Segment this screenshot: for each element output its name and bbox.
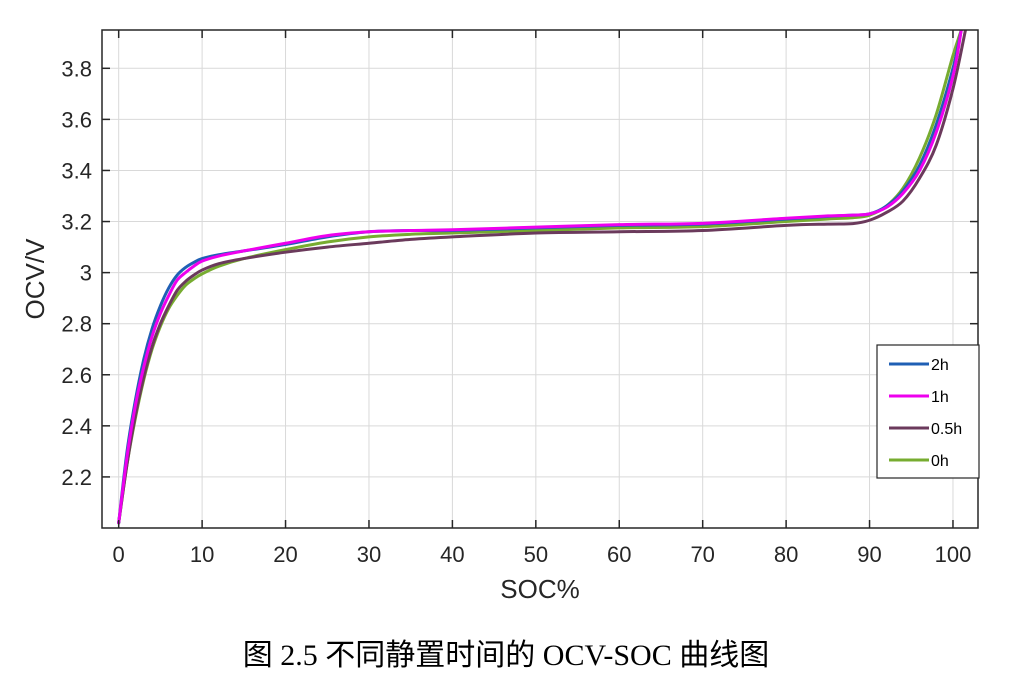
legend-box [876,344,980,479]
x-tick-label: 20 [273,542,297,567]
legend-label: 0.5h [931,421,962,438]
x-tick-label: 60 [607,542,631,567]
x-tick-label: 30 [357,542,381,567]
y-tick-label: 3.8 [61,56,92,81]
legend: 2h 1h 0.5h 0h [876,344,980,479]
y-tick-label: 2.4 [61,414,92,439]
y-tick-label: 3.2 [61,210,92,235]
y-tick-label: 3 [80,261,92,286]
axis-ticks [102,30,978,528]
x-tick-label: 50 [524,542,548,567]
x-tick-label: 80 [774,542,798,567]
series-lines [117,30,967,525]
x-tick-label: 0 [113,542,125,567]
y-tick-label: 2.2 [61,465,92,490]
series-line-0h [117,30,963,525]
y-tick-label: 3.4 [61,158,92,183]
x-tick-label: 90 [857,542,881,567]
grid-lines [102,30,978,528]
plot-frame [101,29,979,529]
series-line-2h [117,30,963,525]
x-tick-label: 40 [440,542,464,567]
legend-label: 0h [931,453,949,470]
y-tick-label: 2.8 [61,312,92,337]
y-tick-label: 3.6 [61,107,92,132]
x-tick-label: 70 [690,542,714,567]
x-tick-label: 10 [190,542,214,567]
x-tick-label: 100 [935,542,972,567]
x-axis-label: SOC% [500,574,579,604]
y-tick-label: 2.6 [61,363,92,388]
legend-label: 1h [931,389,949,406]
series-line-0.5h [117,30,967,525]
tick-labels: 0 10 20 30 40 50 60 70 80 90 100 2.2 2.4 2.6 2.8 3 3.2 3.… [61,56,971,567]
legend-label: 2h [931,357,949,374]
figure-caption: 图 2.5 不同静置时间的 OCV-SOC 曲线图 [242,639,770,672]
series-line-1h [117,30,963,525]
y-axis-label: OCV/V [20,238,50,320]
ocv-soc-chart: 0 10 20 30 40 50 60 70 80 90 100 2.2 2.4 2.6 2.8 3 3.2 3.… [20,29,980,604]
